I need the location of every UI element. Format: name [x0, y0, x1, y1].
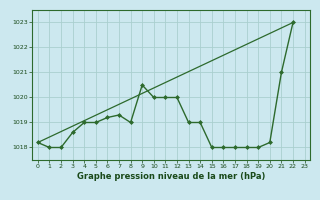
X-axis label: Graphe pression niveau de la mer (hPa): Graphe pression niveau de la mer (hPa) — [77, 172, 265, 181]
